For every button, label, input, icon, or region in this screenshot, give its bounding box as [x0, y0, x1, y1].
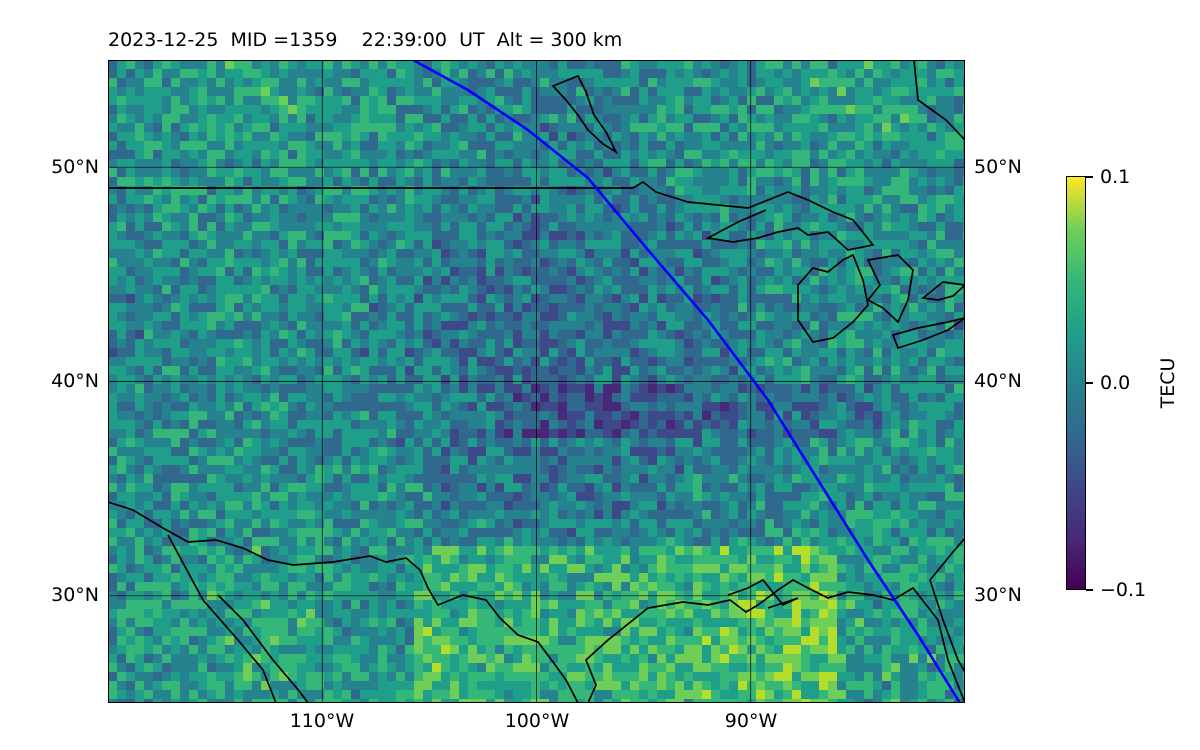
gulf-coast-east	[584, 579, 965, 703]
map-svg	[108, 60, 965, 703]
colorbar-mid-label: 0.0	[1100, 372, 1131, 394]
baja-peninsula	[217, 594, 309, 703]
lat-label-right: 30°N	[974, 584, 1022, 606]
colorbar-title: TECU	[1157, 357, 1179, 409]
colorbar	[1066, 176, 1086, 590]
atlantic-coast	[929, 537, 965, 673]
lat-label-left: 30°N	[51, 584, 99, 606]
coastlines	[108, 60, 965, 703]
hudson-east-coast	[913, 60, 965, 141]
lon-label: 100°W	[504, 710, 570, 732]
lake-ontario	[920, 281, 965, 301]
tec-field	[108, 60, 965, 703]
lat-label-right: 50°N	[974, 156, 1022, 178]
satellite-track	[412, 60, 962, 703]
lon-label: 90°W	[724, 710, 778, 732]
lat-label-right: 40°N	[974, 370, 1022, 392]
lat-label-left: 50°N	[51, 156, 99, 178]
lat-label-left: 40°N	[51, 370, 99, 392]
lake-superior	[632, 180, 875, 251]
lake-erie	[891, 317, 965, 350]
colorbar-tick	[1086, 176, 1093, 178]
map-title: 2023-12-25 MID =1359 22:39:00 UT Alt = 3…	[108, 29, 623, 51]
colorbar-max-label: 0.1	[1100, 166, 1131, 188]
colorbar-tick	[1086, 589, 1093, 591]
colorbar-min-label: −0.1	[1100, 579, 1147, 601]
gulf-coast	[108, 501, 579, 703]
lake-huron	[866, 254, 914, 324]
map-panel	[108, 60, 965, 703]
lake-michigan	[797, 253, 869, 343]
graticule	[108, 60, 965, 703]
lon-label: 110°W	[289, 710, 355, 732]
canada-coast-north	[551, 74, 619, 155]
florida-coast	[727, 578, 799, 609]
mexico-pacific-coast	[167, 534, 277, 703]
colorbar-tick	[1086, 382, 1093, 384]
